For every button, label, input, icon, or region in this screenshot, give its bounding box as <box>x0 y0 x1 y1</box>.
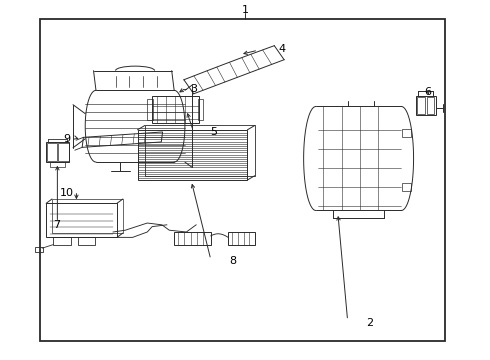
Bar <box>58 143 69 161</box>
Bar <box>53 237 71 244</box>
Bar <box>417 97 425 114</box>
Bar <box>147 99 153 120</box>
Text: 4: 4 <box>278 44 285 54</box>
Bar <box>402 129 411 137</box>
Bar <box>49 162 65 167</box>
Bar <box>35 247 43 252</box>
Text: 5: 5 <box>210 127 217 136</box>
Bar <box>138 130 247 180</box>
Bar <box>416 96 436 116</box>
Text: 9: 9 <box>63 134 70 144</box>
Text: 10: 10 <box>60 188 74 198</box>
Bar <box>52 199 123 233</box>
Text: 6: 6 <box>425 87 432 97</box>
Text: 2: 2 <box>366 319 373 328</box>
Bar <box>46 142 69 162</box>
Bar <box>145 126 255 176</box>
Bar <box>78 237 95 244</box>
Bar <box>47 143 57 161</box>
Bar <box>174 231 211 245</box>
Text: 7: 7 <box>53 220 60 230</box>
Text: 3: 3 <box>190 84 197 94</box>
Bar <box>40 19 445 341</box>
Bar <box>46 203 117 237</box>
Text: 1: 1 <box>242 5 248 15</box>
Bar <box>427 97 434 114</box>
Bar <box>197 99 203 120</box>
Text: 8: 8 <box>229 256 236 266</box>
Bar <box>228 232 255 244</box>
Bar <box>402 183 411 191</box>
Bar <box>152 96 198 123</box>
